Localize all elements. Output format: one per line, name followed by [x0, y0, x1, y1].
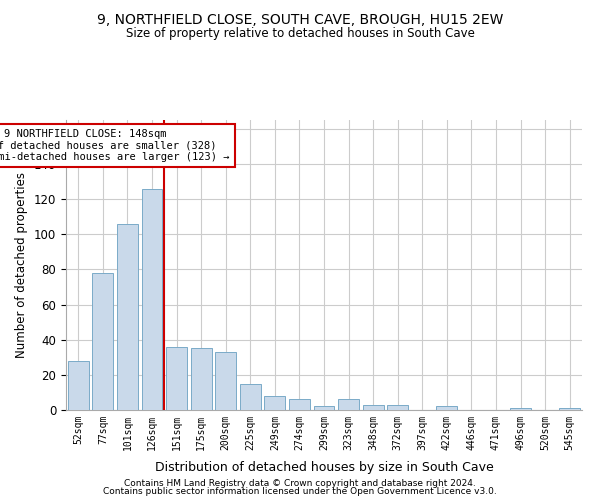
Text: Contains public sector information licensed under the Open Government Licence v3: Contains public sector information licen… — [103, 487, 497, 496]
Text: 9, NORTHFIELD CLOSE, SOUTH CAVE, BROUGH, HU15 2EW: 9, NORTHFIELD CLOSE, SOUTH CAVE, BROUGH,… — [97, 12, 503, 26]
Bar — [166, 346, 187, 410]
Bar — [362, 404, 383, 410]
Bar — [289, 400, 310, 410]
Bar — [215, 352, 236, 410]
Bar — [559, 408, 580, 410]
Text: Contains HM Land Registry data © Crown copyright and database right 2024.: Contains HM Land Registry data © Crown c… — [124, 478, 476, 488]
Bar — [92, 273, 113, 410]
Bar — [387, 404, 408, 410]
Bar — [68, 361, 89, 410]
Bar — [338, 400, 359, 410]
Bar — [142, 188, 163, 410]
Text: 9 NORTHFIELD CLOSE: 148sqm
← 72% of detached houses are smaller (328)
27% of sem: 9 NORTHFIELD CLOSE: 148sqm ← 72% of deta… — [0, 129, 229, 162]
Bar — [240, 384, 261, 410]
Bar — [314, 406, 334, 410]
Bar — [510, 408, 531, 410]
X-axis label: Distribution of detached houses by size in South Cave: Distribution of detached houses by size … — [155, 461, 493, 474]
Text: Size of property relative to detached houses in South Cave: Size of property relative to detached ho… — [125, 28, 475, 40]
Bar — [436, 406, 457, 410]
Bar — [265, 396, 286, 410]
Bar — [117, 224, 138, 410]
Bar — [191, 348, 212, 410]
Y-axis label: Number of detached properties: Number of detached properties — [16, 172, 28, 358]
